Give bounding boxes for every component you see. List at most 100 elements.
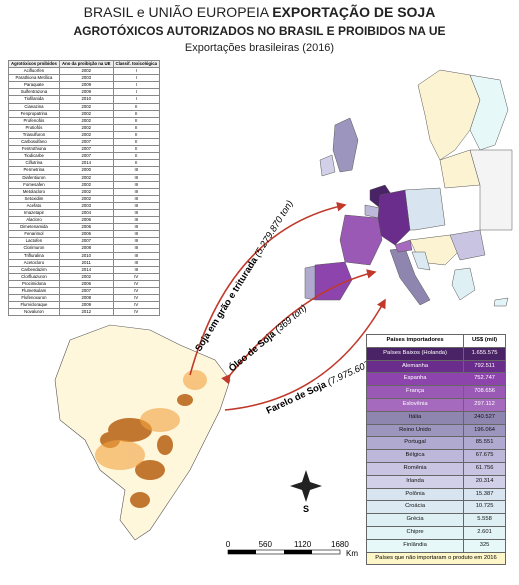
table-row: Imazetapir 2004 III <box>8 208 161 218</box>
table-cell: III <box>112 244 161 253</box>
table-cell: IV <box>112 301 161 310</box>
country-value: 196.064 <box>463 423 506 438</box>
table-row: Paraquate 2009 I <box>8 81 161 90</box>
table-row: Acefato 2003 III <box>8 201 161 210</box>
title-main: EXPORTAÇÃO DE SOJA <box>272 4 436 20</box>
table-cell: III <box>112 194 161 203</box>
flow-name: Soja em grão e triturada <box>193 255 260 354</box>
country-value: 297.112 <box>463 397 506 412</box>
table-cell: III <box>112 251 161 260</box>
table-row: Acetocloro 2011 III <box>8 258 161 267</box>
table-cell: III <box>112 208 161 218</box>
country-name: Polônia <box>365 487 465 502</box>
country-value: 792.511 <box>463 359 506 374</box>
country-name: Chipre <box>365 525 465 540</box>
table-cell: Permetrina <box>8 166 60 175</box>
country-name: França <box>365 385 465 399</box>
compass: S <box>290 470 322 514</box>
table-cell: Trifluralina <box>8 251 60 260</box>
table-cell: II <box>112 109 161 118</box>
table-row: Fenpropatrina 2002 II <box>8 109 161 118</box>
table-row: Flumetsulam 2007 IV <box>8 286 161 296</box>
table-row: Diafentiuron 2002 III <box>8 173 161 182</box>
country-name: Eslovênia <box>365 397 465 412</box>
table-cell: 2008 <box>58 294 114 303</box>
flow-amount: (369 ton) <box>273 303 309 336</box>
table-cell: III <box>112 223 161 232</box>
table-cell: II <box>112 123 161 132</box>
scale-label: 560 <box>259 540 273 549</box>
table-cell: Carbendazim <box>8 265 60 274</box>
table-cell: Acifluorfen <box>8 67 60 76</box>
table-row: Fentrothiona 2007 II <box>8 145 161 154</box>
table-cell: Profenofós <box>8 116 60 125</box>
table-row: Permetrina 2000 III <box>8 166 161 175</box>
country-name: Irlanda <box>365 474 465 489</box>
table-row: Polônia 15.387 <box>365 487 506 502</box>
table-cell: Fenarimol <box>8 230 60 239</box>
table-cell: III <box>112 173 161 182</box>
table-cell: Diafentiuron <box>8 173 60 182</box>
table-cell: 2010 <box>58 251 114 260</box>
country-value: 10.725 <box>463 500 506 515</box>
country-value: 5.558 <box>463 513 506 527</box>
table-cell: Alacloro <box>8 216 60 225</box>
country-value: 325 <box>463 538 506 553</box>
table-cell: Fentrothiona <box>8 145 60 154</box>
country-name: Espanha <box>365 372 465 387</box>
country-name: Croácia <box>365 500 465 515</box>
table-cell: 2003 <box>58 74 114 83</box>
table-cell: 2002 <box>58 194 114 203</box>
table-cell: I <box>112 67 161 76</box>
table-cell: Novaluron <box>8 308 60 317</box>
country-value: 752.747 <box>463 372 506 387</box>
table-cell: III <box>112 216 161 225</box>
table-cell: 2011 <box>58 258 114 267</box>
table-cell: II <box>112 159 161 168</box>
table-row: Metolacloro 2002 III <box>8 187 161 196</box>
table-row: Carbosulfano 2007 II <box>8 138 161 147</box>
table-cell: 2014 <box>58 159 114 168</box>
table-row: Portugal 85.551 <box>365 436 506 451</box>
table-cell: 2007 <box>58 145 114 154</box>
table-cell: Parathiona Metílica <box>8 74 60 83</box>
column-header: Agrotóxicos proibidos <box>8 59 60 69</box>
country-name: Países Baixos (Holanda) <box>365 346 465 361</box>
table-cell: III <box>112 166 161 175</box>
table-cell: I <box>112 81 161 90</box>
table-row: Eslovênia 297.112 <box>365 397 506 412</box>
table-row: Irlanda 20.314 <box>365 474 506 489</box>
table-row: Bélgica 67.675 <box>365 449 506 463</box>
table-cell: Clorimuron <box>8 244 60 253</box>
table-row: Procimidona 2006 IV <box>8 279 161 289</box>
table-row: Fenarimol 2006 III <box>8 230 161 239</box>
column-header: US$ (mil) <box>463 334 506 348</box>
table-row: Carbendazim 2014 III <box>8 265 161 274</box>
table-cell: Clorfluazuron <box>8 272 60 281</box>
table-cell: Procimidona <box>8 279 60 289</box>
table-cell: Sulfentrazona <box>8 88 60 97</box>
table-cell: 2002 <box>58 102 114 111</box>
table-cell: IV <box>112 286 161 296</box>
column-header: Países importadores <box>365 334 465 348</box>
table-cell: Protiofós <box>8 123 60 132</box>
country-value: 15.387 <box>463 487 506 502</box>
table-row: Croácia 10.725 <box>365 500 506 515</box>
table-cell: Ciflutrina <box>8 159 60 168</box>
table-row: Alacloro 2006 III <box>8 216 161 225</box>
country-value: 708.656 <box>463 385 506 399</box>
table-row: Reino Unido 196.064 <box>365 423 506 438</box>
table-cell: II <box>112 102 161 111</box>
table-row: Setoxidim 2002 III <box>8 194 161 203</box>
table-row: Países Baixos (Holanda) 1.655.575 <box>365 346 506 361</box>
flow-name: Farelo de Soja <box>265 379 329 417</box>
table-cell: 2006 <box>58 279 114 289</box>
table-row: Tiofilanida 2010 I <box>8 95 161 104</box>
table-cell: 2007 <box>58 152 114 161</box>
table-row: Finlândia 325 <box>365 538 506 553</box>
table-row: Itália 240.527 <box>365 410 506 425</box>
table-cell: III <box>112 230 161 239</box>
table-row: Sulfentrazona 2009 I <box>8 88 161 97</box>
table-row: Protiofós 2002 II <box>8 123 161 132</box>
table-row: Trifluralina 2010 III <box>8 251 161 260</box>
